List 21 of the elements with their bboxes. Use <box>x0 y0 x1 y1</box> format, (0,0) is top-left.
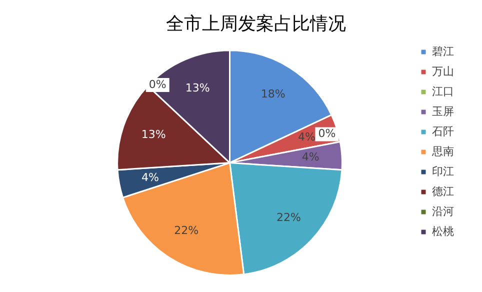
data-label: 22% <box>174 224 199 238</box>
legend-label: 万山 <box>432 64 454 78</box>
data-label: 13% <box>185 81 210 94</box>
data-label: 4% <box>302 150 320 164</box>
data-label: 22% <box>276 211 301 224</box>
legend-label: 沿河 <box>432 204 454 218</box>
legend-label: 碧江 <box>432 44 454 58</box>
data-label: 18% <box>260 87 286 100</box>
text: 0% <box>318 127 336 140</box>
chart-title: 全市上周发案占比情况 <box>166 14 346 34</box>
legend-label: 思南 <box>431 144 454 158</box>
legend-label: 松桃 <box>432 224 454 238</box>
legend-label: 玉屏 <box>432 104 454 118</box>
legend-label: 德江 <box>432 184 454 198</box>
legend-label: 江口 <box>432 84 454 98</box>
data-label: 4% <box>141 170 159 184</box>
legend-label: 石阡 <box>432 124 454 138</box>
legend-label: 印江 <box>432 164 454 178</box>
data-label: 4% <box>298 130 316 144</box>
data-label: 13% <box>141 128 166 142</box>
text: 0% <box>148 78 166 91</box>
